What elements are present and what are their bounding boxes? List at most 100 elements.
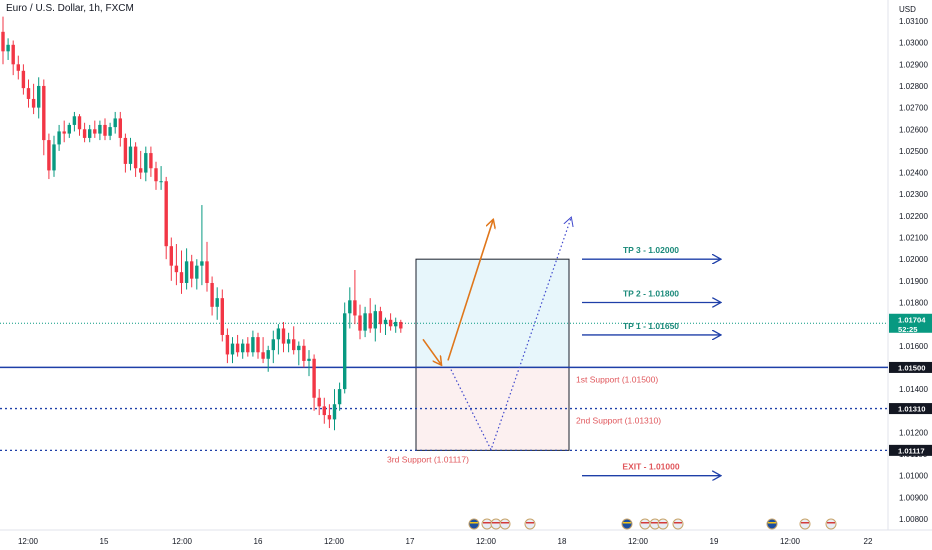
candle-body bbox=[230, 343, 235, 355]
candle-body bbox=[235, 343, 240, 353]
candle-body bbox=[271, 339, 275, 351]
candle-body bbox=[378, 311, 383, 325]
us-event-flag-icon[interactable] bbox=[672, 518, 684, 530]
candle-body bbox=[31, 98, 36, 108]
event-flag-stripe bbox=[827, 522, 835, 524]
tp-label-2: TP 2 - 1.01800 bbox=[623, 288, 679, 298]
eu-event-flag-icon[interactable] bbox=[766, 518, 778, 530]
candle-body bbox=[363, 313, 367, 331]
y-tick-label: 1.02800 bbox=[899, 82, 928, 91]
y-tick-label: 1.02100 bbox=[899, 234, 928, 243]
eu-event-flag-icon[interactable] bbox=[468, 518, 480, 530]
us-event-flag-icon[interactable] bbox=[799, 518, 811, 530]
y-tick-label: 1.02300 bbox=[899, 190, 928, 199]
us-event-flag-icon[interactable] bbox=[639, 518, 651, 530]
candle-body bbox=[297, 345, 301, 351]
candle-body bbox=[327, 415, 332, 420]
event-flag-stripe bbox=[501, 522, 509, 524]
projection-arrow-long[interactable] bbox=[447, 220, 493, 361]
y-tick-label: 1.00800 bbox=[899, 515, 928, 524]
us-event-flag-icon[interactable] bbox=[524, 518, 536, 530]
candle-body bbox=[103, 124, 107, 136]
x-tick-label: 17 bbox=[406, 537, 415, 546]
candle-body bbox=[399, 321, 403, 329]
candle-body bbox=[93, 129, 97, 134]
candle-body bbox=[317, 397, 321, 407]
candle-body bbox=[256, 337, 260, 353]
candle-body bbox=[225, 334, 230, 355]
candle-body bbox=[286, 339, 291, 344]
candle-body bbox=[343, 313, 347, 390]
eu-event-flag-icon[interactable] bbox=[621, 518, 633, 530]
candle-body bbox=[159, 181, 163, 183]
projection-arrow-short[interactable] bbox=[422, 338, 441, 364]
candle-body bbox=[174, 265, 179, 273]
candle-body bbox=[190, 261, 194, 279]
candle-body bbox=[26, 88, 31, 99]
candle-body bbox=[21, 70, 26, 89]
candle-body bbox=[118, 118, 122, 138]
candle-body bbox=[266, 350, 270, 359]
candle-body bbox=[82, 129, 87, 138]
event-flag-stripe bbox=[801, 522, 809, 524]
alternate-projection-path[interactable] bbox=[450, 218, 571, 452]
x-tick-label: 22 bbox=[864, 537, 873, 546]
candle-body bbox=[348, 300, 352, 314]
tp-label-3: TP 1 - 1.01650 bbox=[623, 321, 679, 331]
candle-body bbox=[77, 116, 82, 130]
y-tick-label: 1.01600 bbox=[899, 342, 928, 351]
y-tick-label: 1.02500 bbox=[899, 147, 928, 156]
x-tick-label: 19 bbox=[710, 537, 719, 546]
current-price-tag bbox=[889, 313, 932, 333]
event-flag-stripe bbox=[526, 522, 534, 524]
candle-body bbox=[332, 404, 337, 420]
candle-body bbox=[133, 146, 138, 169]
current-price-tag-text: 52:25 bbox=[898, 325, 918, 334]
candle-body bbox=[373, 311, 377, 329]
us-event-flag-icon[interactable] bbox=[657, 518, 669, 530]
candle-body bbox=[292, 339, 296, 351]
candle-body bbox=[312, 358, 316, 398]
candle-body bbox=[179, 272, 184, 283]
candle-body bbox=[47, 140, 51, 171]
level-tag-3-text: 1.01117 bbox=[898, 446, 925, 455]
candle-body bbox=[164, 181, 168, 247]
candle-body bbox=[388, 319, 393, 327]
x-tick-label: 12:00 bbox=[780, 537, 801, 546]
candle-body bbox=[195, 265, 199, 279]
y-tick-label: 1.02200 bbox=[899, 212, 928, 221]
candle-body bbox=[6, 44, 10, 52]
candle-body bbox=[220, 298, 224, 335]
candle-body bbox=[251, 337, 255, 353]
candle-body bbox=[16, 64, 20, 71]
x-tick-label: 12:00 bbox=[476, 537, 497, 546]
us-event-flag-icon[interactable] bbox=[499, 518, 511, 530]
candle-body bbox=[200, 261, 204, 266]
y-tick-label: 1.01000 bbox=[899, 472, 928, 481]
x-tick-label: 12:00 bbox=[324, 537, 345, 546]
y-tick-label: 1.01400 bbox=[899, 385, 928, 394]
current-price-tag-text: 1.01704 bbox=[898, 315, 926, 324]
tp-label-1: TP 3 - 1.02000 bbox=[623, 245, 679, 255]
event-flag-stripe bbox=[483, 522, 491, 524]
level-tag-1 bbox=[889, 361, 932, 373]
event-flag-stripe bbox=[768, 522, 776, 524]
candle-body bbox=[108, 127, 112, 136]
candle-body bbox=[37, 85, 41, 108]
y-tick-label: 1.01900 bbox=[899, 277, 928, 286]
candle-body bbox=[67, 124, 71, 134]
candle-body bbox=[52, 144, 56, 171]
candle-body bbox=[205, 261, 209, 283]
candle-body bbox=[144, 153, 148, 173]
y-tick-label: 1.02000 bbox=[899, 255, 928, 264]
trade-box-upper[interactable] bbox=[415, 258, 570, 368]
level-tag-3 bbox=[889, 444, 932, 456]
candle-body bbox=[169, 246, 173, 266]
candle-body bbox=[123, 137, 128, 164]
us-event-flag-icon[interactable] bbox=[825, 518, 837, 530]
event-flag-stripe bbox=[492, 522, 500, 524]
candle-body bbox=[1, 31, 5, 52]
candle-body bbox=[149, 153, 153, 169]
x-tick-label: 15 bbox=[100, 537, 109, 546]
